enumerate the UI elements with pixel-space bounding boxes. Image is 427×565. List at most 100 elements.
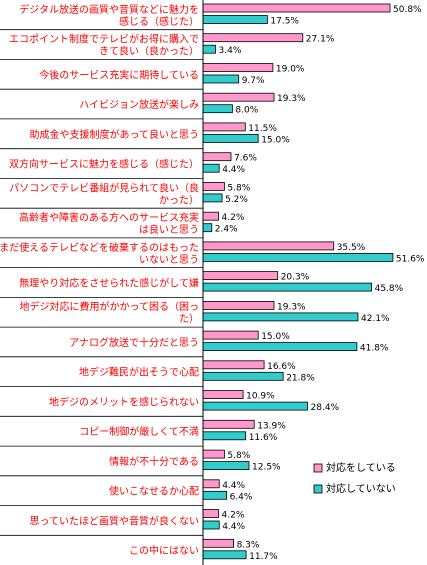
value-label: 8.0% bbox=[235, 106, 258, 116]
value-label: 4.4% bbox=[222, 522, 245, 532]
bar-series-2 bbox=[202, 133, 259, 143]
value-label: 5.8% bbox=[227, 451, 250, 461]
category-label: 地デジ難民が出そうで心配 bbox=[79, 366, 199, 379]
value-label: 9.7% bbox=[242, 76, 265, 86]
bar-series-2 bbox=[202, 223, 213, 233]
value-label: 12.5% bbox=[252, 463, 281, 473]
value-label: 11.5% bbox=[248, 124, 277, 134]
bar-series-2 bbox=[202, 44, 216, 54]
bar-series-2 bbox=[202, 74, 240, 84]
category-label: 今後のサービス充実に期待している bbox=[39, 68, 199, 81]
value-label: 19.3% bbox=[277, 94, 306, 104]
bar-series-1 bbox=[202, 360, 265, 370]
bar-series-2 bbox=[202, 282, 373, 292]
category-label: まだ使えるテレビなどを破棄するのはもった bbox=[0, 241, 199, 254]
category-label: 感じる（感じた） bbox=[119, 15, 199, 28]
category-label: この中にはない bbox=[129, 544, 199, 557]
bar-series-2 bbox=[202, 461, 250, 471]
bar-series-2 bbox=[202, 252, 394, 262]
value-label: 11.6% bbox=[249, 433, 278, 443]
bar-series-1 bbox=[202, 33, 304, 43]
bar-series-1 bbox=[202, 211, 219, 221]
bar-series-1 bbox=[202, 63, 274, 72]
category-label: 無理やり対応をさせられた感じがして嫌 bbox=[19, 277, 199, 290]
value-label: 7.6% bbox=[234, 154, 257, 164]
bar-series-2 bbox=[202, 550, 247, 560]
bar-series-2 bbox=[202, 431, 247, 441]
value-label: 51.6% bbox=[396, 254, 425, 264]
category-label: エコポイント制度でテレビがお得に購入で bbox=[9, 33, 199, 46]
value-label: 16.6% bbox=[267, 362, 296, 372]
value-label: 41.8% bbox=[360, 344, 389, 354]
category-label: かった） bbox=[159, 194, 199, 206]
category-label: ハイビジョン放送が楽しみ bbox=[79, 98, 199, 111]
value-label: 4.4% bbox=[222, 165, 245, 175]
category-label: 情報が不十分である bbox=[109, 455, 199, 468]
value-label: 28.4% bbox=[311, 403, 340, 413]
value-label: 13.9% bbox=[257, 421, 286, 431]
legend-label-series-2: 対応していない bbox=[326, 482, 396, 495]
row-separators bbox=[0, 29, 203, 536]
category-label: コピー制御が厳しくて不満 bbox=[79, 425, 199, 438]
bar-series-1 bbox=[202, 241, 335, 251]
bar-series-2 bbox=[202, 15, 268, 24]
category-label: 思っていたほど画質や音質が良くない bbox=[30, 514, 200, 527]
value-label: 45.8% bbox=[375, 284, 404, 294]
category-label: 使いこなせるか心配 bbox=[109, 485, 199, 498]
category-label: アナログ放送で十分だと思う bbox=[69, 336, 199, 349]
bar-series-1 bbox=[202, 538, 235, 548]
value-label: 8.3% bbox=[237, 540, 260, 550]
bar-series-1 bbox=[202, 122, 246, 132]
value-label: 19.0% bbox=[276, 65, 305, 75]
legend-label-series-1: 対応をしている bbox=[326, 461, 396, 474]
value-label: 15.0% bbox=[261, 332, 290, 342]
bar-series-1 bbox=[202, 479, 220, 489]
bars bbox=[202, 3, 394, 560]
value-label: 17.5% bbox=[270, 17, 299, 27]
category-label: いないと思う bbox=[139, 254, 199, 266]
bar-series-2 bbox=[202, 312, 359, 322]
bar-series-1 bbox=[202, 300, 275, 310]
bar-series-1 bbox=[202, 449, 225, 459]
bar-series-1 bbox=[202, 181, 225, 191]
value-label: 35.5% bbox=[337, 243, 366, 253]
category-label: 助成金や支援制度があって良いと思う bbox=[30, 128, 200, 141]
bar-series-2 bbox=[202, 520, 220, 530]
bar-series-1 bbox=[202, 509, 219, 518]
category-label: た） bbox=[179, 313, 199, 325]
value-label: 5.2% bbox=[225, 195, 248, 205]
bar-series-1 bbox=[202, 390, 244, 400]
value-label: 20.3% bbox=[281, 273, 310, 283]
bar-series-1 bbox=[202, 330, 259, 340]
category-label: デジタル放送の画質や音質などに魅力を bbox=[19, 3, 199, 16]
category-label: きて良い（良かった） bbox=[99, 45, 199, 58]
category-label: パソコンでテレビ番組が見られて良い（良 bbox=[9, 181, 199, 194]
bar-series-1 bbox=[202, 271, 279, 281]
bar-series-1 bbox=[202, 152, 232, 162]
bar-series-2 bbox=[202, 401, 308, 411]
value-label: 21.8% bbox=[286, 373, 315, 383]
bar-series-1 bbox=[202, 419, 255, 429]
value-label: 4.4% bbox=[222, 481, 245, 491]
legend-swatch-series-1 bbox=[313, 463, 323, 473]
value-label: 6.4% bbox=[230, 492, 253, 502]
value-label: 3.4% bbox=[219, 46, 242, 56]
category-label: は良いと思う bbox=[139, 223, 199, 236]
bar-series-2 bbox=[202, 163, 220, 173]
value-label: 2.4% bbox=[215, 225, 238, 235]
value-label: 4.2% bbox=[222, 511, 245, 521]
bar-series-2 bbox=[202, 371, 284, 381]
bar-series-2 bbox=[202, 104, 233, 114]
category-label: 地デジのメリットを感じられない bbox=[49, 395, 199, 408]
value-label: 11.7% bbox=[249, 552, 278, 562]
bar-series-1 bbox=[202, 92, 275, 102]
value-label: 15.0% bbox=[261, 135, 290, 145]
bar-series-1 bbox=[202, 3, 391, 13]
value-label: 50.8% bbox=[393, 5, 422, 15]
value-label: 10.9% bbox=[246, 392, 275, 402]
value-labels: 50.8% 17.5% 27.1% 3.4% 19.0% 9.7% 19.3% 8.0% 11.… bbox=[215, 5, 425, 562]
value-label: 5.8% bbox=[227, 183, 250, 193]
bar-series-2 bbox=[202, 193, 223, 203]
